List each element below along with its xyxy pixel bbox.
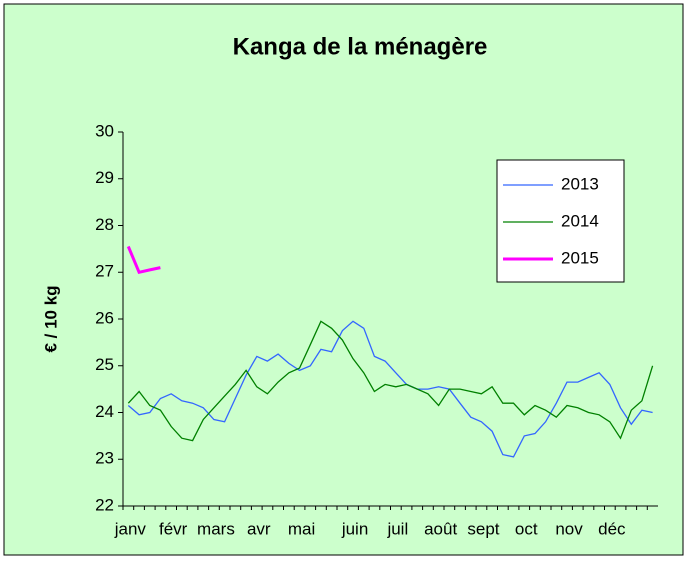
x-tick-label: sept — [467, 519, 499, 538]
x-tick-label: avr — [247, 519, 271, 538]
y-tick-label: 27 — [95, 262, 114, 281]
x-tick-label: juin — [341, 519, 368, 538]
x-tick-label: mai — [288, 519, 315, 538]
y-tick-label: 28 — [95, 215, 114, 234]
y-tick-label: 30 — [95, 121, 114, 140]
x-tick-label: févr — [159, 519, 188, 538]
x-tick-label: janv — [114, 519, 147, 538]
x-tick-label: mars — [197, 519, 235, 538]
x-tick-label: juil — [386, 519, 408, 538]
y-tick-label: 24 — [95, 402, 114, 421]
y-tick-label: 26 — [95, 308, 114, 327]
series-line — [127, 320, 653, 458]
legend-label: 2014 — [561, 211, 599, 230]
chart-title: Kanga de la ménagère — [233, 33, 488, 60]
y-axis-label: € / 10 kg — [41, 285, 60, 352]
x-tick-label: août — [424, 519, 457, 538]
x-tick-label: nov — [555, 519, 583, 538]
y-tick-label: 25 — [95, 355, 114, 374]
y-tick-label: 29 — [95, 168, 114, 187]
y-tick-label: 22 — [95, 495, 114, 514]
series-line — [127, 320, 654, 442]
x-tick-label: oct — [515, 519, 538, 538]
legend-label: 2015 — [561, 248, 599, 267]
legend-box — [496, 159, 625, 283]
x-tick-label: déc — [598, 519, 626, 538]
series-line — [126, 245, 161, 275]
y-tick-label: 23 — [95, 449, 114, 468]
legend-label: 2013 — [561, 174, 599, 193]
